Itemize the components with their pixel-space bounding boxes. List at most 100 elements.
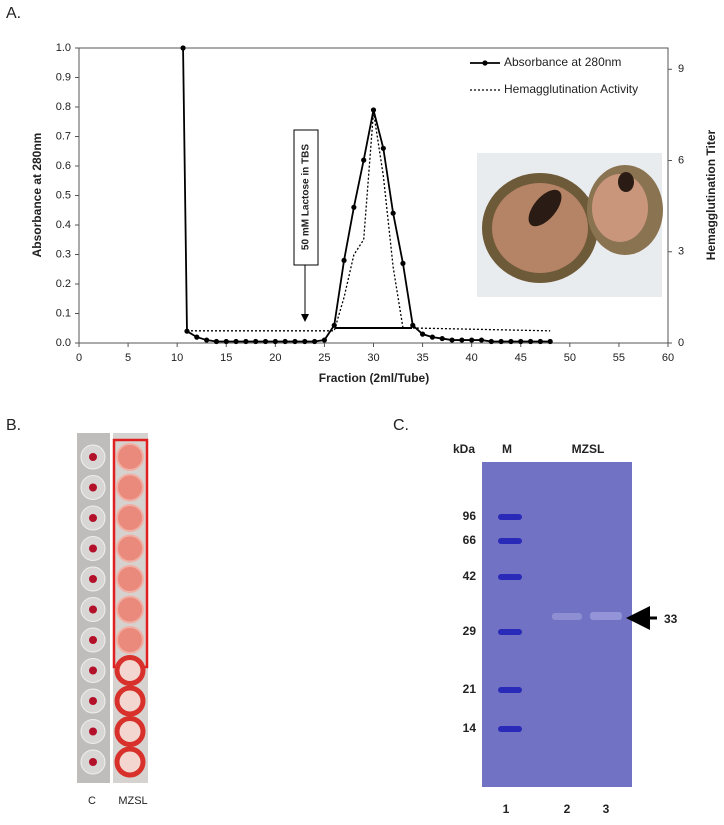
series-line xyxy=(186,111,551,332)
panel-label: A. xyxy=(6,5,21,22)
data-point xyxy=(498,338,504,345)
y-tick-label: 0.1 xyxy=(56,307,71,319)
gel xyxy=(482,462,632,787)
panel-label: C. xyxy=(393,417,409,434)
data-point xyxy=(527,338,534,345)
data-point xyxy=(547,338,553,345)
data-point xyxy=(419,331,426,337)
marker-size-label: 29 xyxy=(463,624,477,638)
data-point xyxy=(361,157,367,163)
unit-label: kDa xyxy=(453,442,475,456)
well xyxy=(114,716,146,747)
ladder-band xyxy=(498,629,522,635)
x-tick-label: 60 xyxy=(662,352,674,364)
photo-inset xyxy=(477,153,663,297)
lane-number: 1 xyxy=(503,802,510,816)
y2-tick-label: 9 xyxy=(678,63,684,75)
data-point xyxy=(213,338,220,345)
x-tick-label: 50 xyxy=(564,352,576,364)
data-point xyxy=(282,338,288,345)
y-tick-label: 0.4 xyxy=(56,219,71,231)
y-tick-label: 0.3 xyxy=(56,248,71,260)
data-point xyxy=(243,338,249,345)
data-point xyxy=(253,338,259,345)
ladder-band xyxy=(498,514,522,520)
marker-size-label: 14 xyxy=(463,721,477,735)
y-tick-label: 0.9 xyxy=(56,71,71,83)
y-tick-label: 0.5 xyxy=(56,189,71,201)
well-dot xyxy=(89,483,97,492)
data-point xyxy=(449,337,455,343)
well-dot xyxy=(89,453,97,461)
data-point xyxy=(233,338,239,345)
well-dot xyxy=(89,636,97,644)
ladder-band xyxy=(498,538,522,544)
well xyxy=(116,473,144,502)
data-point xyxy=(537,338,543,345)
well xyxy=(116,443,144,471)
well-dot xyxy=(89,758,97,766)
data-point xyxy=(380,145,386,151)
data-point xyxy=(204,337,210,343)
panel-label: B. xyxy=(6,417,21,434)
legend-label: Hemagglutination Activity xyxy=(504,82,638,96)
y-axis-title: Absorbance at 280nm xyxy=(30,133,44,258)
marker-size-label: 21 xyxy=(463,682,477,696)
well xyxy=(114,685,146,717)
well-dot xyxy=(89,514,97,522)
ladder-band xyxy=(498,574,522,580)
data-point xyxy=(272,338,278,345)
legend-marker xyxy=(482,60,488,66)
data-point xyxy=(292,338,298,345)
annotation-box xyxy=(293,129,319,266)
data-point xyxy=(312,338,318,345)
well xyxy=(116,595,144,624)
lane-number: 3 xyxy=(603,802,610,816)
lane-header: M xyxy=(502,442,512,456)
y-tick-label: 0.2 xyxy=(56,278,71,290)
y-tick-label: 0.8 xyxy=(56,101,71,113)
data-point xyxy=(459,337,465,343)
y-tick-label: 0.7 xyxy=(56,130,71,142)
marker-size-label: 96 xyxy=(463,509,477,523)
x-tick-label: 20 xyxy=(269,352,281,364)
data-point xyxy=(321,337,328,343)
data-point xyxy=(262,338,269,345)
data-point xyxy=(400,260,406,266)
well-dot xyxy=(89,575,97,583)
data-point xyxy=(194,334,200,340)
lane-label: MZSL xyxy=(118,795,147,807)
lane-header: MZSL xyxy=(572,442,605,456)
ladder-band xyxy=(498,726,522,732)
y2-tick-label: 3 xyxy=(678,246,684,258)
data-point xyxy=(508,338,514,345)
y-tick-label: 1.0 xyxy=(56,42,71,54)
data-point xyxy=(351,204,357,210)
well-dot xyxy=(89,666,97,675)
data-point xyxy=(390,210,396,216)
y-tick-label: 0.6 xyxy=(56,160,71,172)
well-dot xyxy=(89,544,97,553)
well xyxy=(116,534,144,563)
well-dot xyxy=(89,605,97,614)
data-point xyxy=(331,322,337,328)
well xyxy=(114,746,146,778)
x-tick-label: 25 xyxy=(318,352,330,364)
data-point xyxy=(370,107,377,113)
x-tick-label: 30 xyxy=(367,352,379,364)
x-tick-label: 10 xyxy=(171,352,183,364)
data-point xyxy=(518,338,524,345)
ladder-band xyxy=(498,687,522,693)
well-dot xyxy=(89,727,97,736)
data-point xyxy=(429,334,435,340)
legend-label: Absorbance at 280nm xyxy=(504,55,621,69)
well-dot xyxy=(89,697,97,705)
annotation: 50 mM Lactose in TBS xyxy=(301,144,312,250)
lane-label: C xyxy=(88,795,96,807)
data-point xyxy=(469,337,475,343)
well xyxy=(116,504,144,532)
band xyxy=(552,613,582,620)
marker-size-label: 66 xyxy=(463,533,477,547)
x-tick-label: 5 xyxy=(125,352,131,364)
